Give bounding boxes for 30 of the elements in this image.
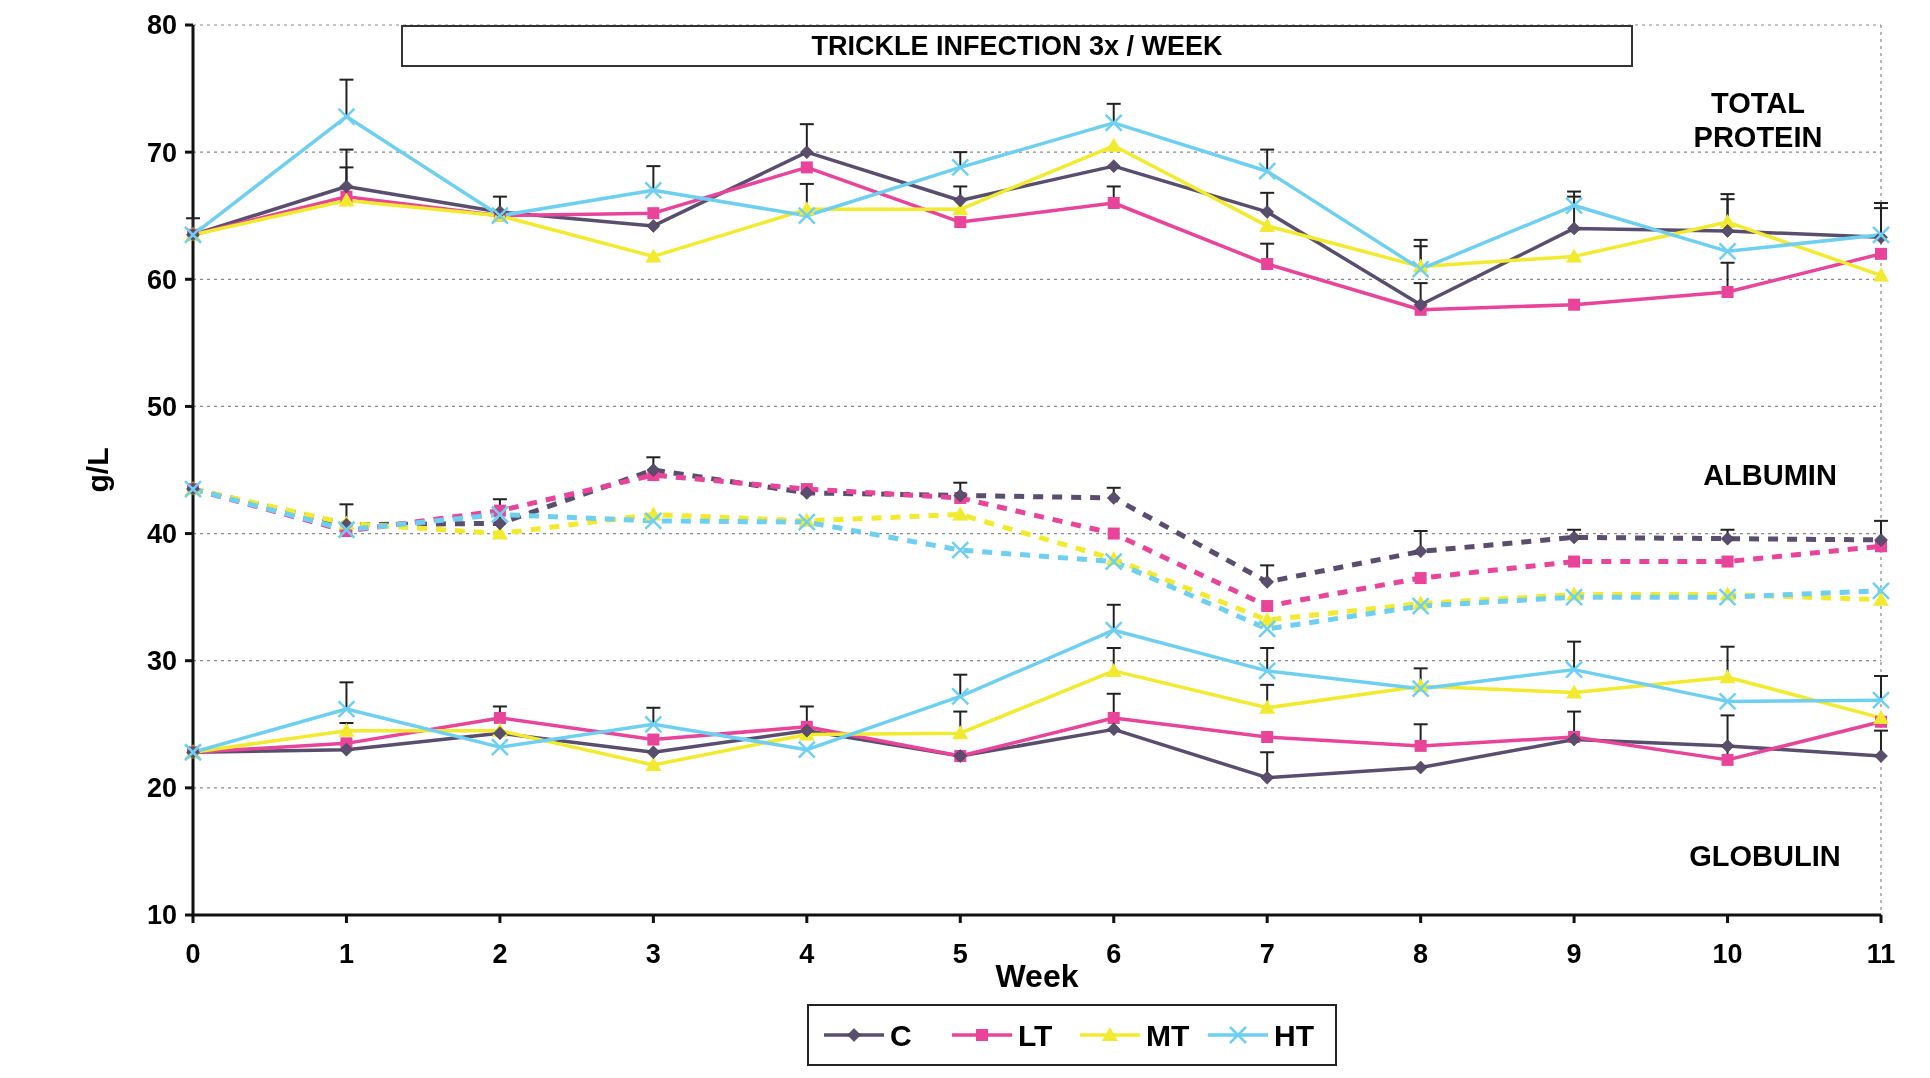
y-tick-label: 10 xyxy=(146,900,177,931)
y-axis-title: g/L xyxy=(81,447,114,493)
x-tick-label: 6 xyxy=(1106,939,1122,969)
y-tick-label: 50 xyxy=(146,391,177,422)
legend-label: HT xyxy=(1274,1018,1314,1052)
x-tick-label: 5 xyxy=(952,939,968,969)
x-tick-label: 0 xyxy=(185,939,201,969)
legend-label: C xyxy=(890,1018,912,1052)
x-tick-label: 8 xyxy=(1413,939,1429,969)
y-tick-label: 80 xyxy=(146,10,177,41)
annotation: TOTAL PROTEIN xyxy=(1693,86,1823,154)
y-tick-label: 60 xyxy=(146,264,177,295)
y-tick-label: 70 xyxy=(146,137,177,168)
y-tick-label: 40 xyxy=(146,519,177,550)
legend-label: LT xyxy=(1018,1018,1053,1052)
annotation: ALBUMIN xyxy=(1703,459,1837,491)
x-tick-label: 2 xyxy=(492,939,508,969)
x-tick-label: 3 xyxy=(645,939,661,969)
annotation: GLOBULIN xyxy=(1689,840,1841,872)
y-tick-label: 20 xyxy=(146,773,177,804)
x-tick-label: 4 xyxy=(799,939,815,969)
x-axis-title: Week xyxy=(995,958,1079,994)
x-tick-label: 9 xyxy=(1566,939,1582,969)
y-tick-label: 30 xyxy=(146,646,177,677)
x-tick-label: 11 xyxy=(1866,939,1896,969)
x-tick-label: 10 xyxy=(1712,939,1743,969)
x-tick-label: 7 xyxy=(1259,939,1275,969)
x-tick-label: 1 xyxy=(338,939,354,969)
annotation: TRICKLE INFECTION 3x / WEEK xyxy=(811,31,1224,61)
legend-label: MT xyxy=(1146,1018,1190,1052)
